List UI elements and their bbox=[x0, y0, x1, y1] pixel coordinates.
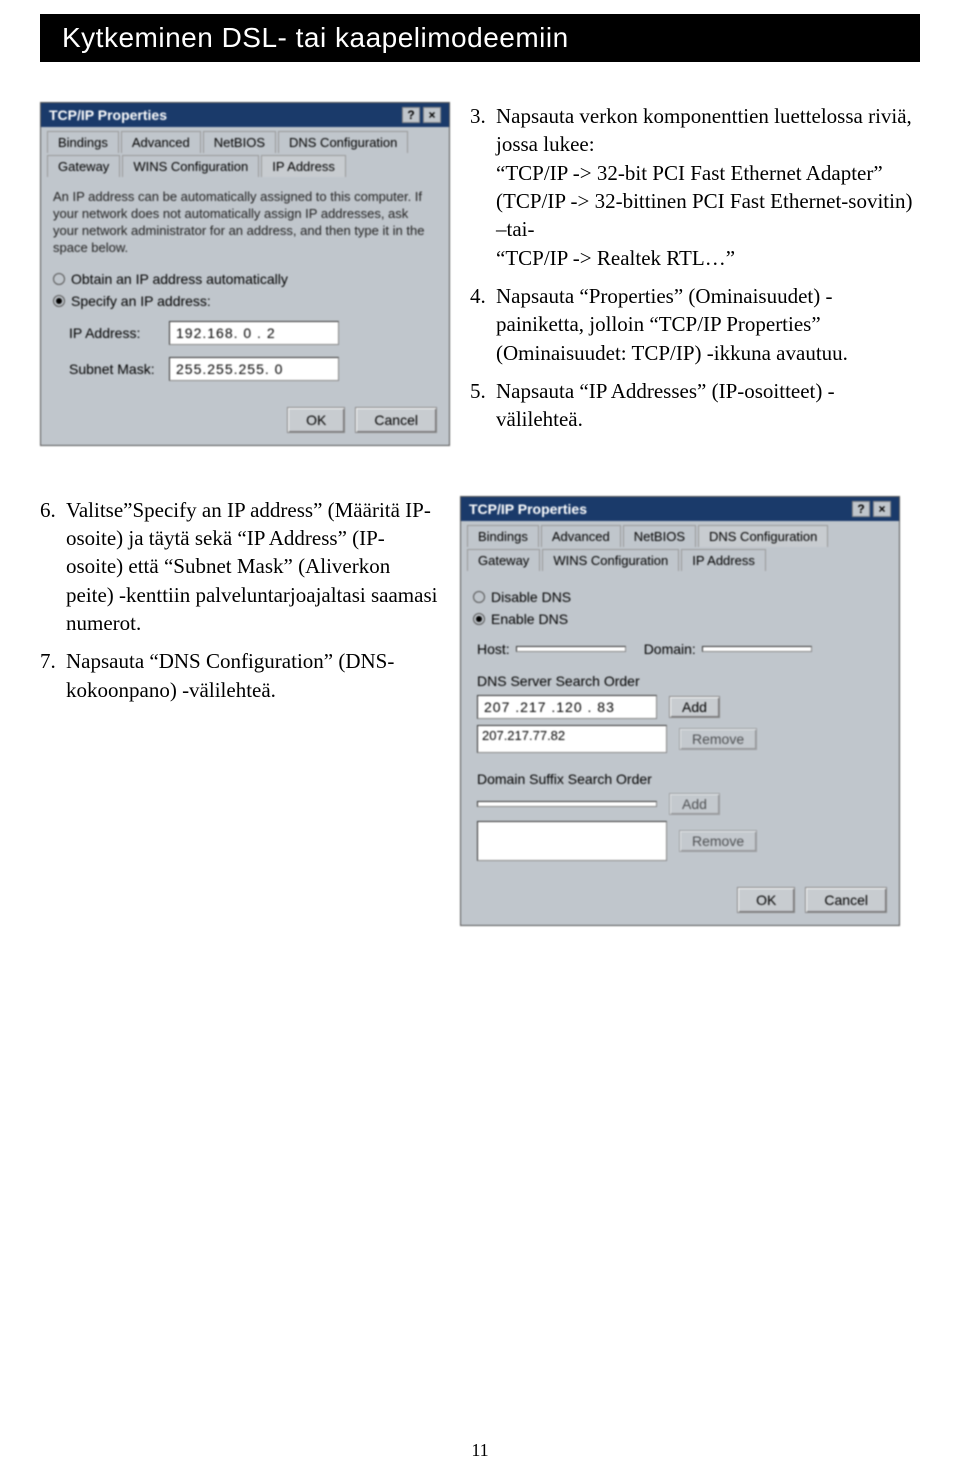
tcpip-dialog-ipaddress: TCP/IP Properties ? × Bindings Advanced … bbox=[40, 102, 450, 446]
radio-icon bbox=[53, 295, 65, 307]
add-button[interactable]: Add bbox=[669, 696, 720, 718]
page-header: Kytkeminen DSL- tai kaapelimodeemiin bbox=[40, 14, 920, 62]
dialog-titlebar: TCP/IP Properties ? × bbox=[461, 497, 899, 521]
dialog-description: An IP address can be automatically assig… bbox=[53, 189, 437, 257]
dialog-body: Disable DNS Enable DNS Host: Domain: D bbox=[461, 573, 899, 875]
radio-icon bbox=[473, 613, 485, 625]
ok-button[interactable]: OK bbox=[737, 887, 795, 913]
dialog-title-text: TCP/IP Properties bbox=[469, 501, 587, 517]
subnet-row: Subnet Mask: 255.255.255. 0 bbox=[69, 357, 437, 381]
radio-icon bbox=[473, 591, 485, 603]
dns-ip-input[interactable]: 207 .217 .120 . 83 bbox=[477, 695, 657, 719]
dialog-titlebar: TCP/IP Properties ? × bbox=[41, 103, 449, 127]
step-3: 3. Napsauta verkon komponenttien luettel… bbox=[470, 102, 920, 272]
ip-label: IP Address: bbox=[69, 325, 161, 341]
step-number: 6. bbox=[40, 496, 66, 638]
step3-line1: Napsauta verkon komponenttien luetteloss… bbox=[496, 104, 912, 156]
tab-gateway[interactable]: Gateway bbox=[47, 155, 120, 177]
dialog-title-text: TCP/IP Properties bbox=[49, 107, 167, 123]
radio-group: Obtain an IP address automatically Speci… bbox=[53, 271, 437, 309]
tab-wins[interactable]: WINS Configuration bbox=[542, 549, 679, 571]
tab-ipaddress[interactable]: IP Address bbox=[261, 155, 346, 177]
dialog-tabs: Bindings Advanced NetBIOS DNS Configurat… bbox=[461, 521, 899, 573]
step-number: 5. bbox=[470, 377, 496, 434]
top-section: TCP/IP Properties ? × Bindings Advanced … bbox=[40, 102, 920, 446]
tab-bindings[interactable]: Bindings bbox=[467, 525, 539, 547]
radio-label: Enable DNS bbox=[491, 611, 568, 627]
dialog-buttons: OK Cancel bbox=[461, 875, 899, 925]
radio-label: Specify an IP address: bbox=[71, 293, 211, 309]
subnet-mask-input[interactable]: 255.255.255. 0 bbox=[169, 357, 339, 381]
remove-button[interactable]: Remove bbox=[679, 728, 757, 750]
cancel-button[interactable]: Cancel bbox=[805, 887, 887, 913]
tcpip-dialog-dns: TCP/IP Properties ? × Bindings Advanced … bbox=[460, 496, 900, 926]
radio-obtain-auto[interactable]: Obtain an IP address automatically bbox=[53, 271, 437, 287]
suffix-input[interactable] bbox=[477, 801, 657, 807]
ip-address-input[interactable]: 192.168. 0 . 2 bbox=[169, 321, 339, 345]
step-number: 7. bbox=[40, 647, 66, 704]
tab-dns[interactable]: DNS Configuration bbox=[698, 525, 828, 547]
titlebar-icons: ? × bbox=[852, 501, 891, 517]
dns-radio-group: Disable DNS Enable DNS bbox=[473, 589, 887, 627]
host-label: Host: bbox=[477, 641, 510, 657]
step-text: Napsauta “IP Addresses” (IP-osoitteet) -… bbox=[496, 377, 920, 434]
suffix-label: Domain Suffix Search Order bbox=[477, 771, 887, 787]
step-4: 4. Napsauta “Properties” (Ominaisuudet) … bbox=[470, 282, 920, 367]
close-icon[interactable]: × bbox=[423, 107, 441, 123]
step-text: Valitse”Specify an IP address” (Määritä … bbox=[66, 496, 440, 638]
page-number: 11 bbox=[0, 1440, 960, 1461]
dialog-buttons: OK Cancel bbox=[41, 395, 449, 445]
tab-advanced[interactable]: Advanced bbox=[121, 131, 201, 153]
tab-netbios[interactable]: NetBIOS bbox=[623, 525, 696, 547]
tab-bindings[interactable]: Bindings bbox=[47, 131, 119, 153]
domain-input[interactable] bbox=[702, 646, 812, 652]
step3-line3: “TCP/IP -> Realtek RTL…” bbox=[496, 246, 735, 270]
radio-label: Obtain an IP address automatically bbox=[71, 271, 288, 287]
dialog-tabs: Bindings Advanced NetBIOS DNS Configurat… bbox=[41, 127, 449, 179]
tab-ipaddress[interactable]: IP Address bbox=[681, 549, 766, 571]
step-text: Napsauta “Properties” (Ominaisuudet) -pa… bbox=[496, 282, 920, 367]
bottom-section: 6. Valitse”Specify an IP address” (Määri… bbox=[40, 496, 920, 926]
mask-label: Subnet Mask: bbox=[69, 361, 161, 377]
dns-search-order: DNS Server Search Order 207 .217 .120 . … bbox=[477, 673, 887, 753]
cancel-button[interactable]: Cancel bbox=[355, 407, 437, 433]
tab-advanced[interactable]: Advanced bbox=[541, 525, 621, 547]
tab-dns[interactable]: DNS Configuration bbox=[278, 131, 408, 153]
instructions-top: 3. Napsauta verkon komponenttien luettel… bbox=[470, 102, 920, 446]
ip-address-row: IP Address: 192.168. 0 . 2 bbox=[69, 321, 437, 345]
close-icon[interactable]: × bbox=[873, 501, 891, 517]
step-text: Napsauta verkon komponenttien luetteloss… bbox=[496, 102, 920, 272]
step-5: 5. Napsauta “IP Addresses” (IP-osoitteet… bbox=[470, 377, 920, 434]
dialog-body: An IP address can be automatically assig… bbox=[41, 179, 449, 395]
tab-wins[interactable]: WINS Configuration bbox=[122, 155, 259, 177]
step-text: Napsauta “DNS Configuration” (DNS-kokoon… bbox=[66, 647, 440, 704]
ok-button[interactable]: OK bbox=[287, 407, 345, 433]
step-7: 7. Napsauta “DNS Configuration” (DNS-kok… bbox=[40, 647, 440, 704]
step-number: 4. bbox=[470, 282, 496, 367]
titlebar-icons: ? × bbox=[402, 107, 441, 123]
radio-icon bbox=[53, 273, 65, 285]
radio-label: Disable DNS bbox=[491, 589, 571, 605]
radio-disable-dns[interactable]: Disable DNS bbox=[473, 589, 887, 605]
radio-enable-dns[interactable]: Enable DNS bbox=[473, 611, 887, 627]
radio-specify[interactable]: Specify an IP address: bbox=[53, 293, 437, 309]
dns-list[interactable]: 207.217.77.82 bbox=[477, 725, 667, 753]
help-icon[interactable]: ? bbox=[852, 501, 870, 517]
step-6: 6. Valitse”Specify an IP address” (Määri… bbox=[40, 496, 440, 638]
dns-search-label: DNS Server Search Order bbox=[477, 673, 887, 689]
remove-button[interactable]: Remove bbox=[679, 830, 757, 852]
tab-gateway[interactable]: Gateway bbox=[467, 549, 540, 571]
domain-label: Domain: bbox=[644, 641, 696, 657]
suffix-search-order: Domain Suffix Search Order Add Remove bbox=[477, 771, 887, 861]
tab-netbios[interactable]: NetBIOS bbox=[203, 131, 276, 153]
host-input[interactable] bbox=[516, 646, 626, 652]
step-number: 3. bbox=[470, 102, 496, 272]
suffix-list[interactable] bbox=[477, 821, 667, 861]
host-domain-row: Host: Domain: bbox=[477, 641, 887, 657]
add-button[interactable]: Add bbox=[669, 793, 720, 815]
help-icon[interactable]: ? bbox=[402, 107, 420, 123]
step3-line2: “TCP/IP -> 32-bit PCI Fast Ethernet Adap… bbox=[496, 161, 912, 242]
instructions-bottom: 6. Valitse”Specify an IP address” (Määri… bbox=[40, 496, 440, 926]
